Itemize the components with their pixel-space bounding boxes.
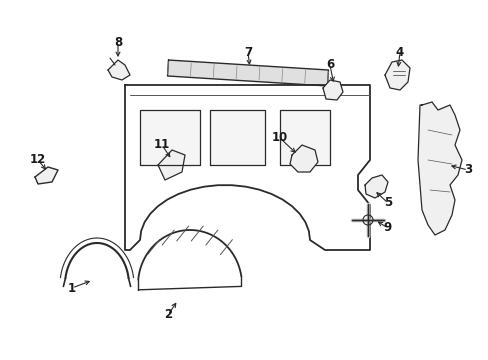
Text: 1: 1 xyxy=(68,282,76,294)
Text: 4: 4 xyxy=(395,45,403,58)
Text: 2: 2 xyxy=(163,309,172,321)
Text: 10: 10 xyxy=(271,131,287,144)
Polygon shape xyxy=(280,110,329,165)
Polygon shape xyxy=(35,167,58,184)
Polygon shape xyxy=(417,102,461,235)
Text: 6: 6 xyxy=(325,58,333,72)
Polygon shape xyxy=(138,230,241,295)
Polygon shape xyxy=(140,110,200,165)
Polygon shape xyxy=(364,175,387,198)
Polygon shape xyxy=(384,60,409,90)
Polygon shape xyxy=(323,80,342,100)
Text: 3: 3 xyxy=(463,163,471,176)
Polygon shape xyxy=(209,110,264,165)
Polygon shape xyxy=(108,60,130,80)
Text: 5: 5 xyxy=(383,197,391,210)
Polygon shape xyxy=(289,145,317,172)
Polygon shape xyxy=(167,60,328,86)
Polygon shape xyxy=(125,85,369,250)
Text: 12: 12 xyxy=(30,153,46,166)
Polygon shape xyxy=(158,150,184,180)
Text: 11: 11 xyxy=(154,139,170,152)
Text: 9: 9 xyxy=(383,221,391,234)
Text: 7: 7 xyxy=(244,46,251,59)
Text: 8: 8 xyxy=(114,36,122,49)
